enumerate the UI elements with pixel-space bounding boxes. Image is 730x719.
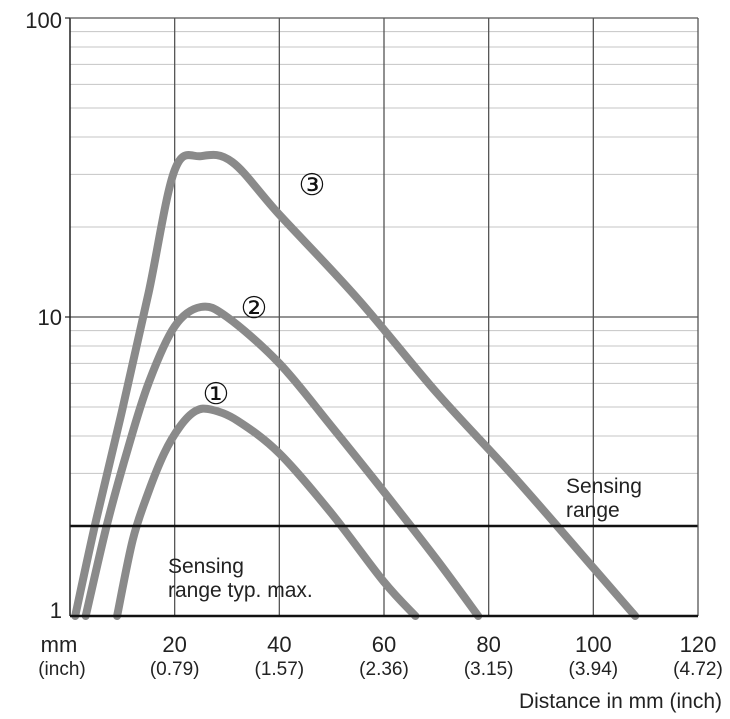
x-axis-title: Distance in mm (inch): [519, 690, 722, 713]
y-tick-label: 100: [25, 8, 62, 33]
x-tick-label: 120: [680, 632, 717, 657]
x-tick-label: 20: [162, 632, 186, 657]
y-tick-label: 10: [38, 305, 62, 330]
x-tick-label: 100: [575, 632, 612, 657]
series-label: ①: [203, 378, 230, 411]
x-tick-inch-label: (4.72): [673, 659, 723, 680]
x-tick-inch-label: (1.57): [255, 659, 305, 680]
grid: [65, 17, 698, 616]
x-tick-label: 40: [267, 632, 291, 657]
series-line: [81, 302, 483, 620]
series-layer: [71, 150, 640, 620]
x-tick-inch-label: (0.79): [150, 659, 200, 680]
x-tick-label: 80: [476, 632, 500, 657]
axes: [69, 17, 699, 618]
sensing-range-max-label: Sensing range typ. max.: [168, 555, 313, 602]
y-tick-label: 1: [50, 598, 62, 623]
sensing-range-label: Sensing range: [566, 475, 642, 522]
series-label: ③: [299, 169, 326, 202]
x-tick-label: 60: [372, 632, 396, 657]
series-label: ②: [241, 292, 268, 325]
series-line: [113, 404, 420, 620]
x-unit-inch-label: (inch): [38, 659, 86, 680]
x-tick-inch-label: (3.15): [464, 659, 514, 680]
x-tick-inch-label: (3.94): [569, 659, 619, 680]
x-tick-labels: 20(0.79) 40(1.57) 60(2.36) 80(3.15) 100(3.94…: [150, 632, 723, 680]
x-unit-label: mm: [41, 632, 78, 657]
series-line: [71, 150, 640, 620]
x-tick-inch-label: (2.36): [359, 659, 409, 680]
